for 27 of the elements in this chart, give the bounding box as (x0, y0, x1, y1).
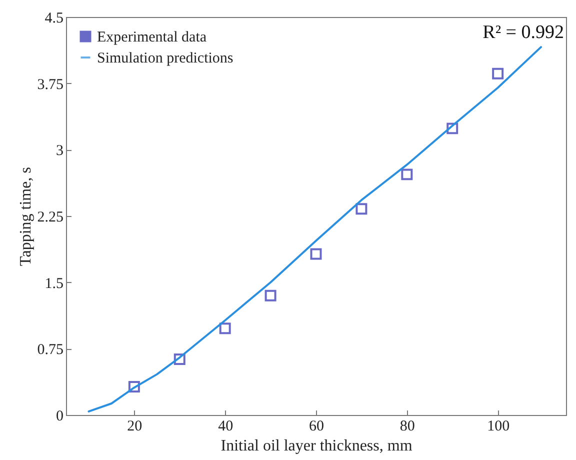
y-tick-label: 1.5 (44, 276, 64, 292)
point (492, 68, 504, 80)
x-axis-title: Initial oil layer thickness, mm (220, 438, 413, 454)
y-tick-label: 3.75 (37, 76, 64, 93)
legend-label: Experimental data (97, 30, 207, 46)
point (401, 168, 413, 180)
y-tick-label: 2.25 (37, 210, 64, 226)
x-tick-label: 20 (127, 418, 142, 434)
point (219, 322, 231, 334)
line-series (88, 46, 542, 412)
point (264, 290, 276, 302)
x-tick-label: 60 (309, 418, 324, 434)
point (174, 354, 186, 366)
x-tick-label: 80 (400, 418, 415, 434)
point (446, 122, 458, 134)
annotation: R² = 0.992 (482, 22, 564, 43)
y-tick-label: 0 (56, 408, 64, 424)
point (356, 203, 368, 215)
y-tick-label: 4.5 (44, 10, 64, 26)
x-tick-label: 100 (487, 418, 510, 434)
x-tick-label: 40 (218, 418, 234, 434)
y-axis-title: Tapping time, s (17, 167, 34, 266)
y-tick-label: 0.75 (37, 342, 64, 358)
point (128, 380, 140, 392)
y-tick-label: 3 (56, 143, 64, 160)
point (310, 248, 322, 260)
legend-label: Simulation predictions (97, 50, 234, 66)
